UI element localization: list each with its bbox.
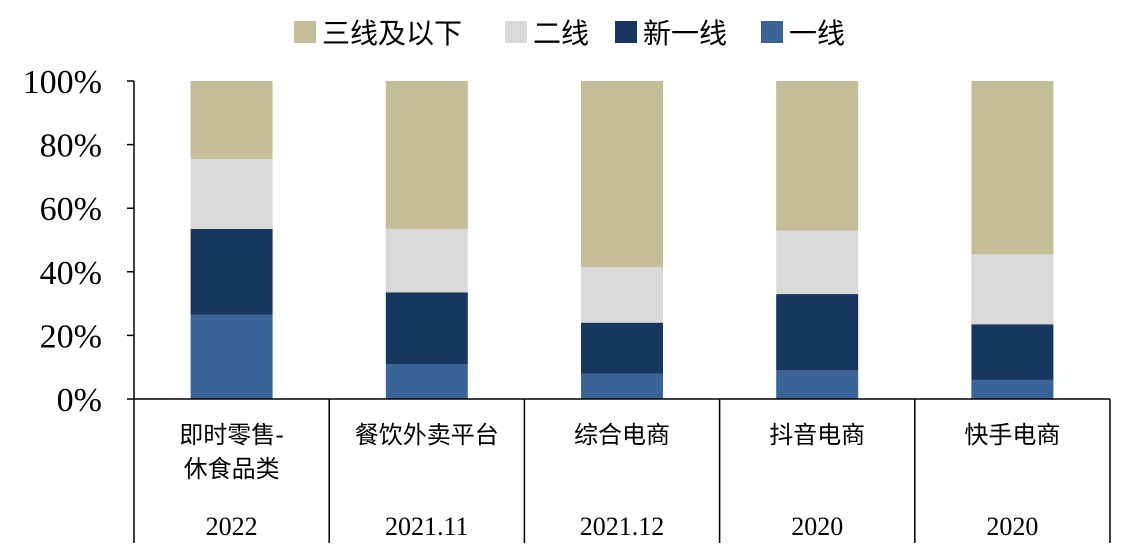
category-label-1-0: 餐饮外卖平台 — [355, 421, 499, 449]
bar-segment-1-0 — [385, 364, 468, 399]
bar-segment-3-0 — [776, 370, 859, 399]
year-label-4: 2020 — [986, 512, 1038, 541]
legend-label-3: 一线 — [789, 17, 845, 50]
bar-segment-4-2 — [971, 254, 1054, 325]
bar-segment-0-1 — [190, 228, 273, 315]
legend-label-2: 新一线 — [643, 17, 727, 50]
bar-segment-1-2 — [385, 228, 468, 293]
bar-segment-4-3 — [971, 81, 1054, 255]
legend-swatch-3 — [761, 21, 783, 43]
category-label-0-0: 即时零售- — [179, 421, 284, 449]
year-label-2: 2021.12 — [580, 512, 665, 541]
bar-segment-4-1 — [971, 324, 1054, 380]
y-tick-label-0: 0% — [57, 382, 102, 419]
legend-label-1: 二线 — [533, 17, 589, 50]
legend-swatch-2 — [615, 21, 637, 43]
category-label-0-1: 休食品类 — [184, 455, 280, 483]
bar-segment-3-3 — [776, 81, 859, 231]
bar-segment-3-2 — [776, 230, 859, 295]
year-label-3: 2020 — [791, 512, 843, 541]
bar-segment-2-3 — [581, 81, 663, 268]
bar-segment-2-2 — [581, 267, 663, 323]
legend-label-0: 三线及以下 — [322, 17, 462, 50]
category-label-3-0: 抖音电商 — [769, 421, 865, 449]
legend-swatch-1 — [505, 21, 527, 43]
category-label-4-0: 快手电商 — [964, 421, 1060, 449]
bar-segment-0-0 — [190, 314, 273, 399]
year-label-1: 2021.11 — [385, 512, 469, 541]
y-tick-label-3: 60% — [40, 191, 102, 228]
category-label-2-0: 综合电商 — [574, 421, 670, 449]
bar-segment-2-1 — [581, 322, 663, 374]
bar-segment-0-3 — [190, 81, 273, 159]
y-tick-label-1: 20% — [40, 318, 102, 355]
bar-segment-4-0 — [971, 379, 1054, 399]
bar-segment-3-1 — [776, 294, 859, 371]
y-tick-label-4: 80% — [40, 128, 102, 165]
year-label-0: 2022 — [206, 512, 258, 541]
y-tick-label-5: 100% — [23, 64, 102, 101]
bar-segment-1-1 — [385, 292, 468, 365]
y-tick-label-2: 40% — [40, 255, 102, 292]
legend-swatch-0 — [294, 21, 316, 43]
bar-segment-2-0 — [581, 373, 663, 399]
bar-segment-0-2 — [190, 158, 273, 229]
bar-segment-1-3 — [385, 81, 468, 229]
